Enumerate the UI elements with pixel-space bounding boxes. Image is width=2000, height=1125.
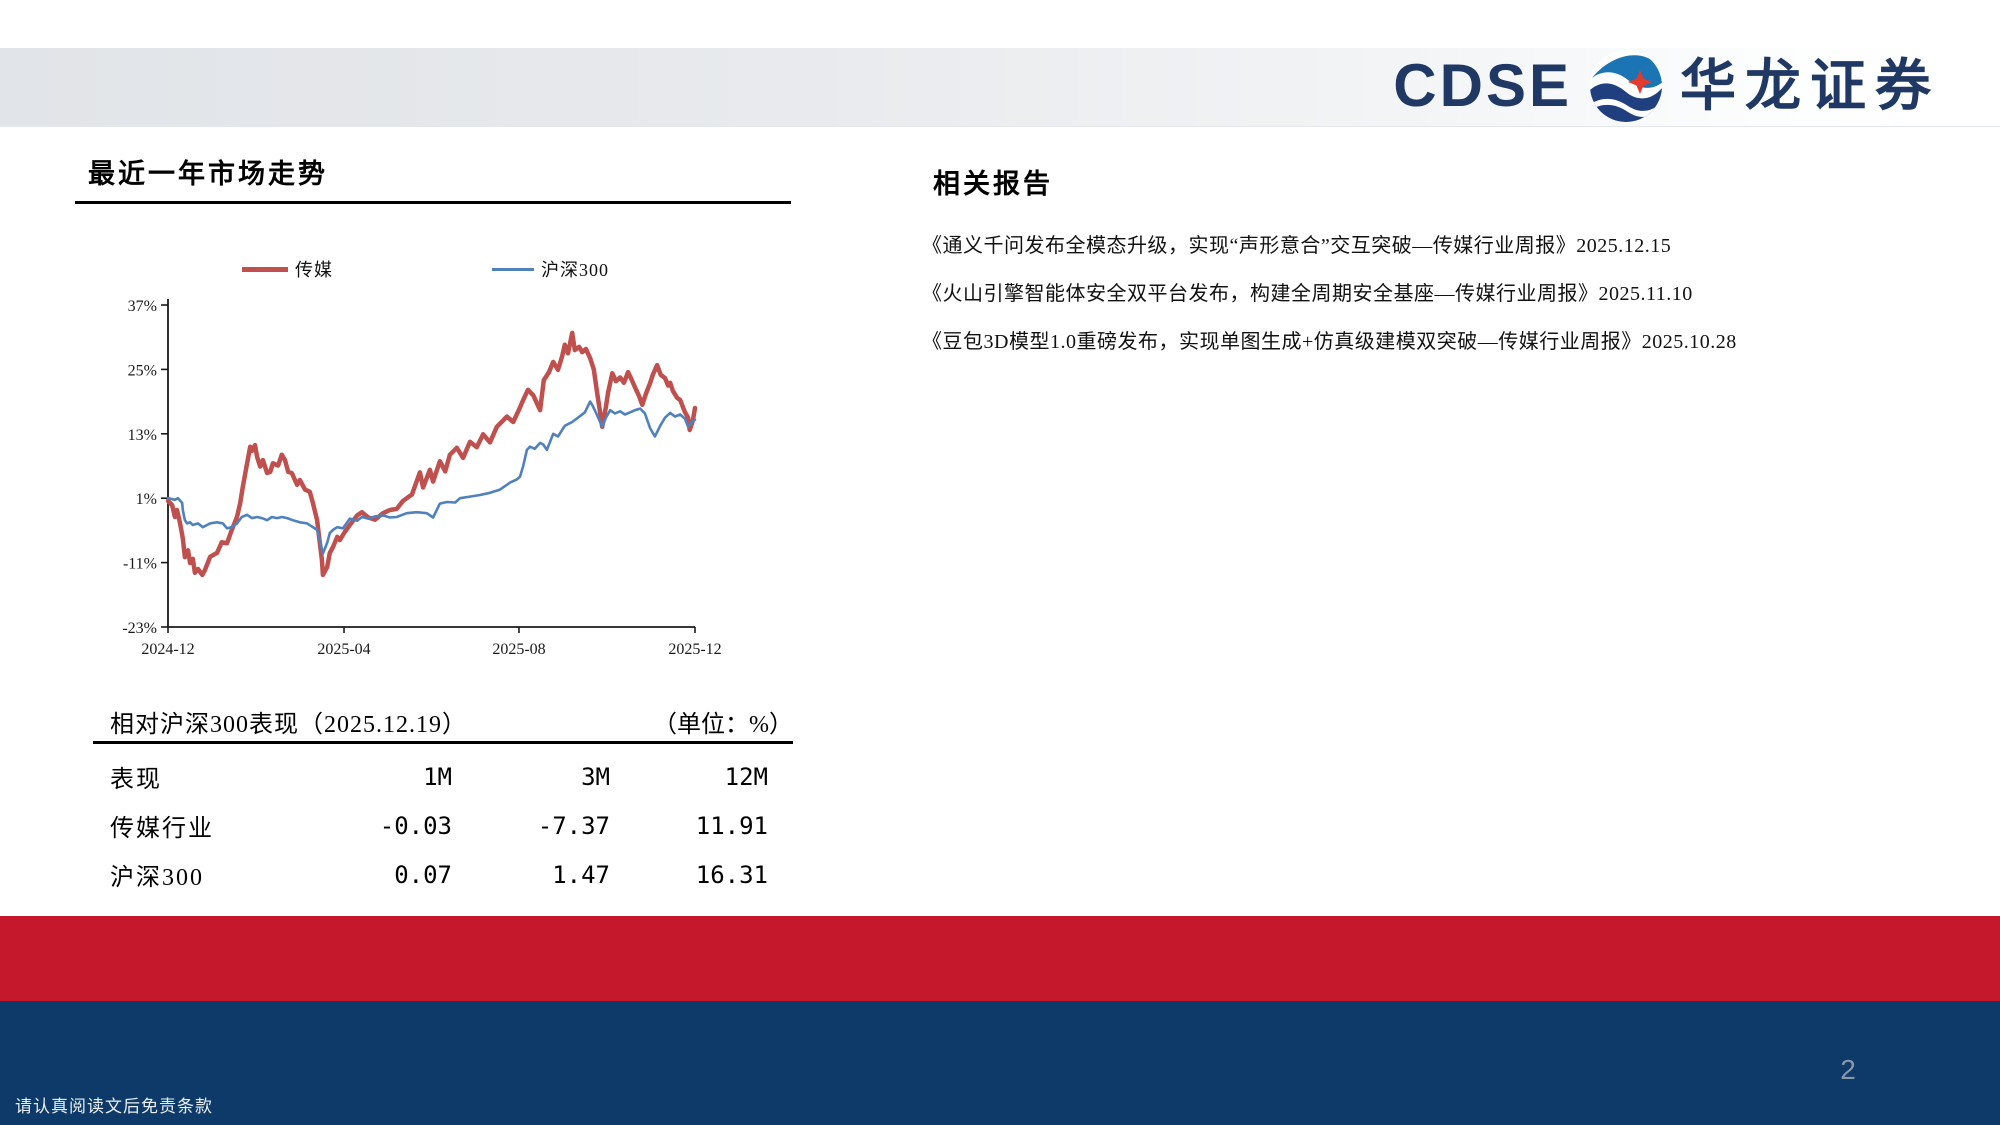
title-divider [75, 201, 791, 204]
x-tick-label: 2025-04 [317, 641, 370, 658]
y-tick-label: 37% [128, 298, 157, 315]
emblem-star-icon [1628, 70, 1652, 94]
row-csi300-3m: 1.47 [552, 860, 610, 889]
x-tick-label: 2024-12 [141, 641, 194, 658]
table-divider [93, 741, 793, 744]
related-reports-list: 《通义千问发布全模态升级，实现“声形意合”交互突破—传媒行业周报》2025.12… [922, 222, 1822, 366]
col-header-3m: 3M [581, 762, 610, 791]
perf-table-unit: （单位：%） [653, 712, 793, 738]
y-tick-label: -23% [122, 620, 157, 637]
related-reports-title: 相关报告 [933, 169, 1053, 199]
row-media-12m: 11.91 [695, 811, 768, 840]
col-header-1m: 1M [423, 762, 452, 791]
row-media-1m: -0.03 [379, 811, 452, 840]
csi300-series-swatch [492, 267, 534, 271]
disclaimer-text: 请认真阅读文后免责条款 [15, 1097, 213, 1116]
y-tick-label: 1% [136, 491, 157, 508]
row-csi300-label: 沪深300 [110, 865, 204, 891]
x-tick-label: 2025-08 [492, 641, 545, 658]
page-number: 2 [1840, 1054, 1856, 1085]
footer-red-band [0, 916, 2000, 1001]
report-link[interactable]: 《火山引擎智能体安全双平台发布，构建全周期安全基座—传媒行业周报》2025.11… [922, 283, 1693, 305]
row-csi300-1m: 0.07 [394, 860, 452, 889]
report-link[interactable]: 《通义千问发布全模态升级，实现“声形意合”交互突破—传媒行业周报》2025.12… [922, 235, 1672, 257]
col-header-label: 表现 [110, 767, 162, 793]
row-media-label: 传媒行业 [110, 816, 214, 842]
perf-table-title: 相对沪深300表现（2025.12.19） [110, 712, 467, 738]
media-series-line [165, 330, 698, 578]
row-media-3m: -7.37 [537, 811, 610, 840]
legend-item-media: 传媒 [242, 258, 333, 280]
hualong-globe-icon [1590, 50, 1662, 122]
market-trend-chart: 37% 25% 13% 1% -11% -23% 2024-12 2025-04 2025-08… [122, 298, 721, 658]
brand-logo: CDSE 华龙证券 [1393, 40, 1940, 132]
col-header-12m: 12M [724, 762, 768, 791]
csi300-series-label: 沪深300 [541, 260, 609, 280]
header-band [0, 48, 2000, 127]
brand-cn-text: 华龙证券 [1680, 54, 1940, 117]
x-tick-label: 2025-12 [668, 641, 721, 658]
report-link[interactable]: 《豆包3D模型1.0重磅发布，实现单图生成+仿真级建模双突破—传媒行业周报》20… [922, 331, 1737, 353]
y-tick-label: 25% [128, 362, 157, 379]
market-trend-title: 最近一年市场走势 [88, 159, 328, 189]
legend-item-csi300: 沪深300 [492, 258, 609, 280]
brand-latin-text: CDSE [1393, 52, 1572, 119]
footer-navy-band [0, 1001, 2000, 1125]
csi300-series-line [166, 400, 697, 555]
media-series-label: 传媒 [295, 260, 333, 280]
media-series-swatch [242, 266, 288, 272]
y-tick-label: -11% [123, 556, 157, 573]
y-tick-label: 13% [128, 427, 157, 444]
row-csi300-12m: 16.31 [695, 860, 768, 889]
performance-table: 表现 1M 3M 12M 传媒行业 -0.03 -7.37 11.91 沪深30… [110, 752, 768, 899]
